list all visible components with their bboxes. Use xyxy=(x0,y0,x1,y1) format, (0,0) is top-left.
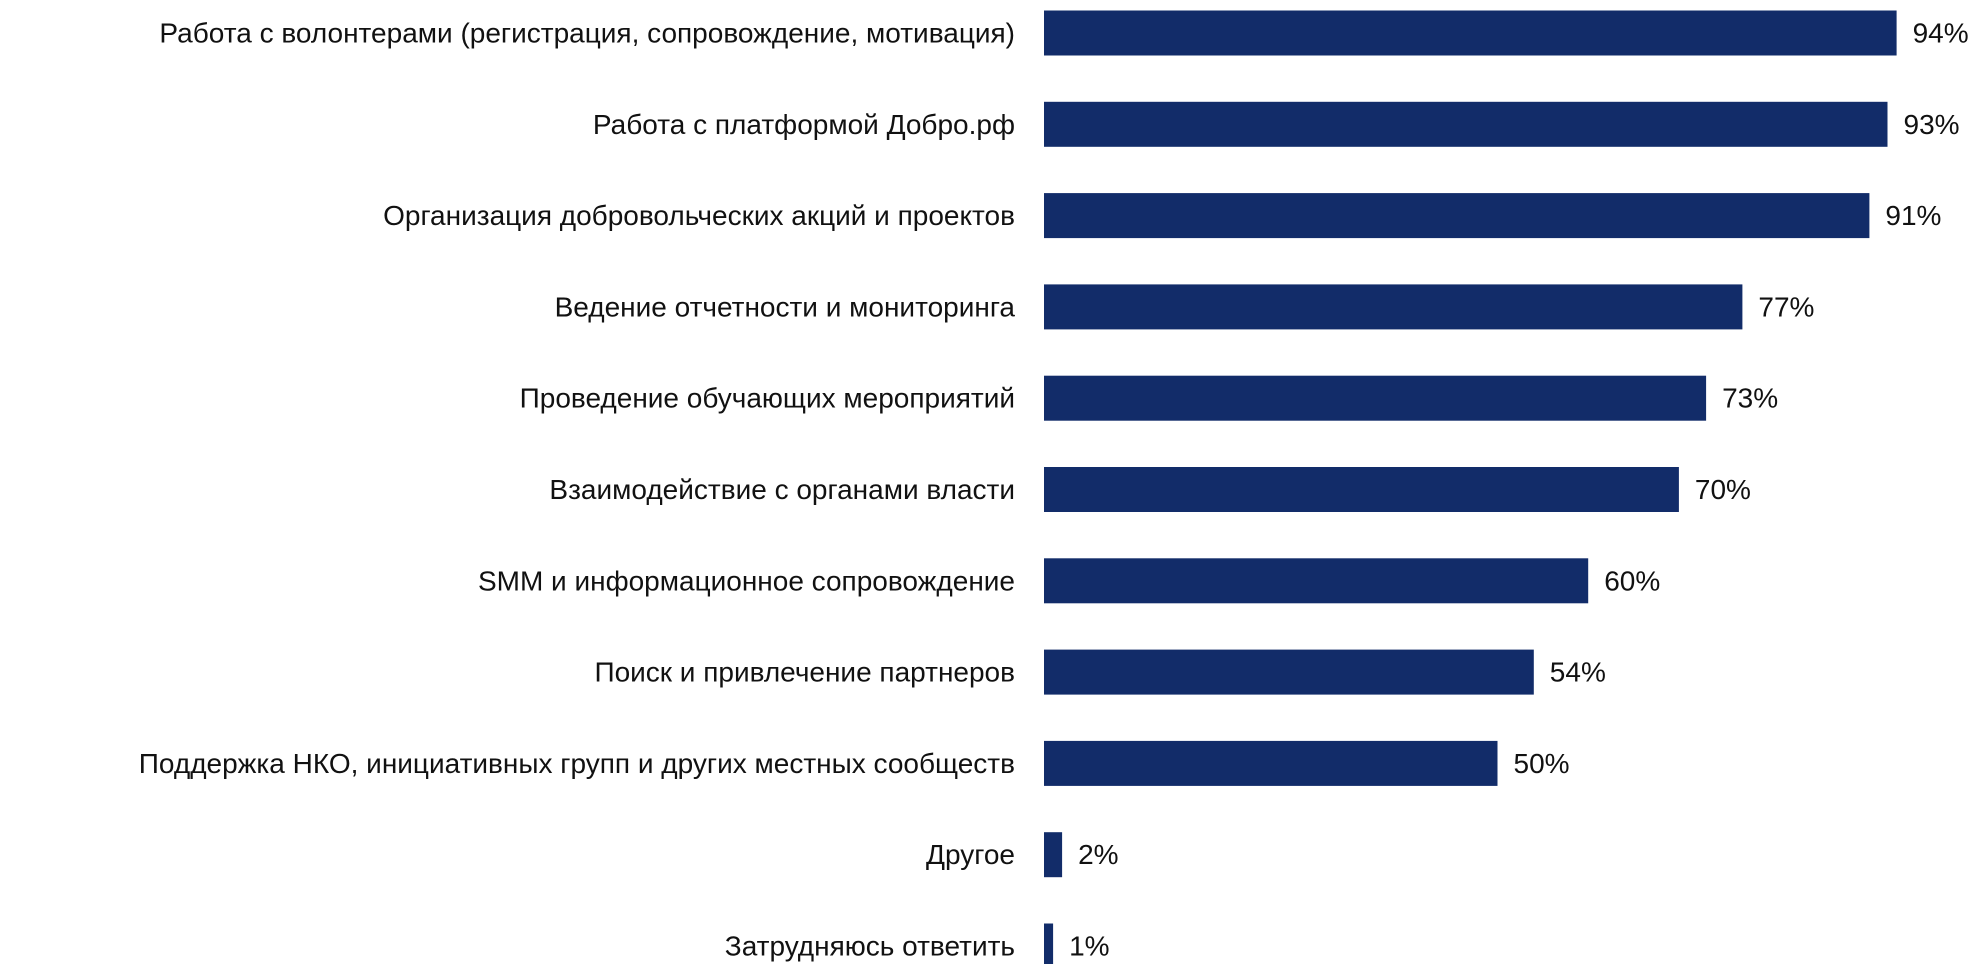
bar xyxy=(1044,467,1679,512)
bar xyxy=(1044,284,1743,330)
value-label: 70% xyxy=(1695,474,1751,505)
category-label: Поиск и привлечение партнеров xyxy=(594,657,1015,688)
category-label: Поддержка НКО, инициативных групп и друг… xyxy=(139,748,1015,779)
value-label: 77% xyxy=(1758,291,1814,322)
category-label: Проведение обучающих мероприятий xyxy=(520,383,1015,414)
category-labels: Работа с волонтерами (регистрация, сопро… xyxy=(139,18,1016,962)
bar xyxy=(1044,558,1589,604)
category-label: Другое xyxy=(926,839,1015,870)
value-label: 54% xyxy=(1550,657,1606,688)
value-label: 93% xyxy=(1904,109,1960,140)
bar xyxy=(1044,740,1498,786)
bar xyxy=(1044,193,1870,239)
bar xyxy=(1044,375,1707,421)
bar xyxy=(1044,832,1063,878)
value-labels: 94% 93% 91% 77% 73% 70% 60% 54% 50% 2% 1% xyxy=(1069,18,1969,962)
value-label: 50% xyxy=(1514,748,1570,779)
bar xyxy=(1044,649,1534,695)
value-label: 60% xyxy=(1604,565,1660,596)
category-label: Ведение отчетности и мониторинга xyxy=(555,291,1016,322)
value-label: 73% xyxy=(1722,383,1778,414)
value-label: 94% xyxy=(1913,18,1969,49)
category-label: Взаимодействие с органами власти xyxy=(549,474,1015,505)
value-label: 1% xyxy=(1069,931,1109,962)
category-label: Работа с волонтерами (регистрация, сопро… xyxy=(159,18,1015,49)
bar xyxy=(1044,10,1897,56)
bar xyxy=(1044,101,1888,147)
category-label: SMM и информационное сопровождение xyxy=(478,565,1015,596)
category-label: Затрудняюсь ответить xyxy=(725,931,1015,962)
category-label: Работа с платформой Добро.рф xyxy=(593,109,1015,140)
value-label: 2% xyxy=(1078,839,1118,870)
bars-group xyxy=(1044,10,1897,964)
category-label: Организация добровольческих акций и прое… xyxy=(383,200,1015,231)
bar xyxy=(1044,923,1054,964)
value-label: 91% xyxy=(1885,200,1941,231)
